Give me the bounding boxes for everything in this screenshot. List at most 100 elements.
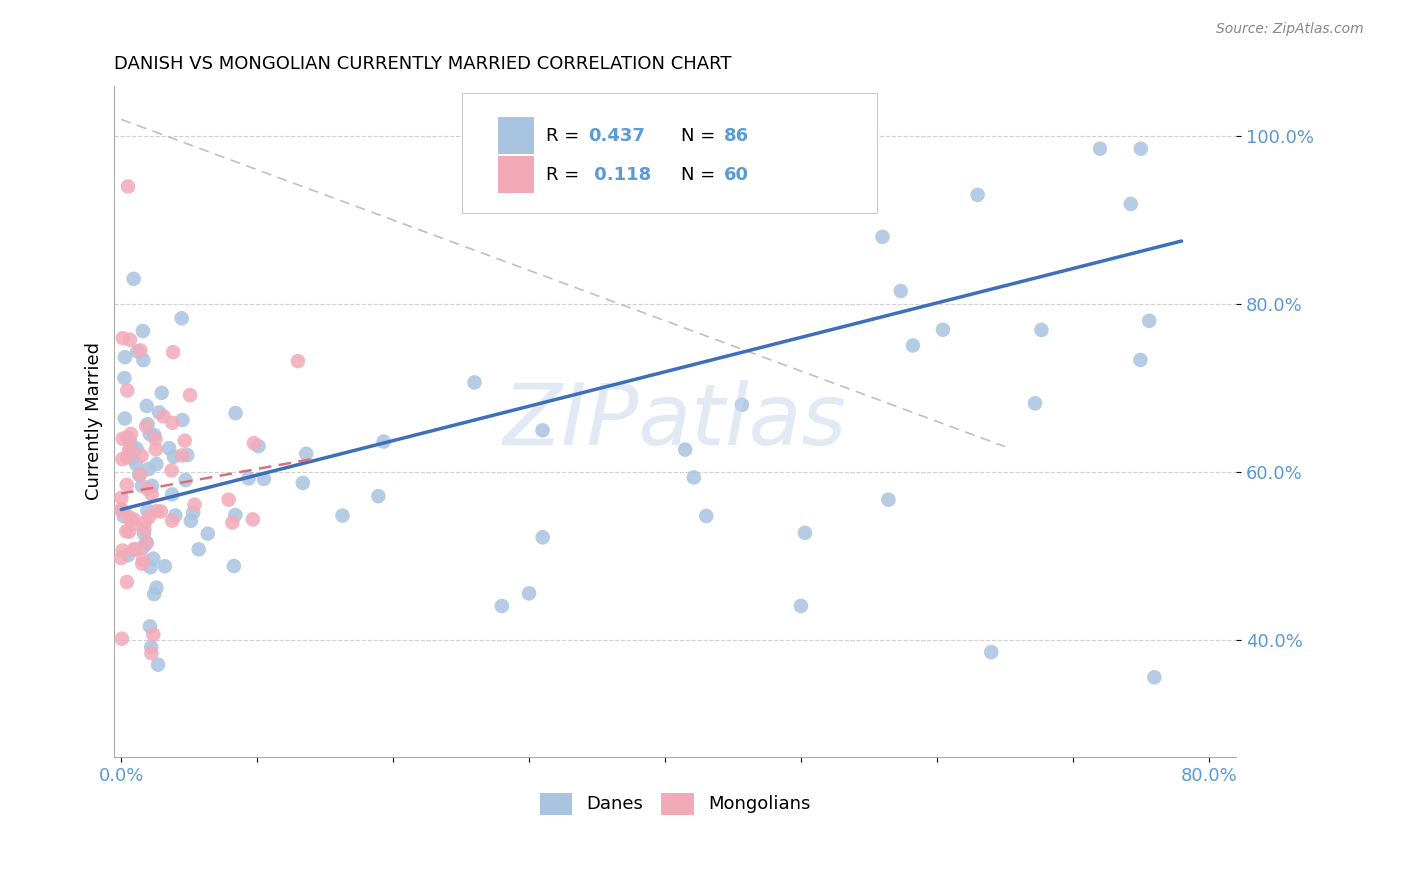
Point <box>180 514 202 528</box>
Point <box>170 311 193 326</box>
Point <box>135 399 157 413</box>
Point <box>187 542 209 557</box>
Point <box>125 457 148 471</box>
Point <box>141 479 163 493</box>
Point <box>153 559 176 574</box>
Point <box>332 508 354 523</box>
Text: N =: N = <box>681 128 721 145</box>
Text: 86: 86 <box>724 128 748 145</box>
Point <box>291 475 314 490</box>
Point <box>132 324 155 338</box>
Point <box>134 522 156 536</box>
Point <box>117 509 139 524</box>
Point <box>132 552 155 566</box>
Point <box>120 426 142 441</box>
Point <box>1024 396 1046 410</box>
Point <box>143 428 166 442</box>
Point <box>181 506 204 520</box>
Point <box>138 509 160 524</box>
Point <box>531 423 554 437</box>
Point <box>125 542 148 557</box>
Point <box>115 524 138 539</box>
Point <box>183 498 205 512</box>
Point <box>127 344 149 359</box>
Point <box>139 619 162 633</box>
Point <box>120 442 142 457</box>
Point <box>491 599 513 613</box>
Text: R =: R = <box>546 128 585 145</box>
Point <box>118 333 141 347</box>
Point <box>120 436 142 450</box>
Point <box>225 406 247 420</box>
Point <box>872 229 894 244</box>
Point <box>146 657 169 672</box>
Point <box>162 416 184 430</box>
Point <box>890 284 912 298</box>
Point <box>115 574 138 589</box>
Point <box>162 345 184 359</box>
Point <box>114 371 136 385</box>
Point <box>517 586 540 600</box>
Legend: Danes, Mongolians: Danes, Mongolians <box>533 785 818 822</box>
Text: N =: N = <box>681 166 721 184</box>
Point <box>221 516 243 530</box>
Point <box>1129 142 1152 156</box>
Point <box>132 540 155 554</box>
Bar <box>498 156 534 194</box>
Point <box>122 512 145 526</box>
Point <box>143 587 166 601</box>
Text: DANISH VS MONGOLIAN CURRENTLY MARRIED CORRELATION CHART: DANISH VS MONGOLIAN CURRENTLY MARRIED CO… <box>114 55 733 73</box>
Point <box>135 535 157 549</box>
Point <box>932 323 955 337</box>
Point <box>129 343 152 358</box>
Point <box>111 331 134 345</box>
Point <box>114 411 136 425</box>
Point <box>295 447 318 461</box>
Point <box>150 385 173 400</box>
Point <box>682 470 704 484</box>
Point <box>170 449 193 463</box>
Point <box>136 482 159 496</box>
Point <box>128 467 150 482</box>
Point <box>142 627 165 641</box>
Point <box>179 388 201 402</box>
Point <box>1129 353 1152 368</box>
Text: 0.118: 0.118 <box>588 166 651 184</box>
Point <box>224 508 246 522</box>
Point <box>125 442 148 456</box>
Point <box>173 434 195 448</box>
Text: Source: ZipAtlas.com: Source: ZipAtlas.com <box>1216 22 1364 37</box>
Point <box>877 492 900 507</box>
Point <box>142 551 165 566</box>
Point <box>120 514 142 528</box>
Point <box>160 463 183 477</box>
Point <box>115 450 138 465</box>
Point <box>134 515 156 529</box>
Point <box>197 526 219 541</box>
Point <box>122 272 145 286</box>
Point <box>165 508 187 523</box>
Point <box>111 432 134 446</box>
Text: ZIPatlas: ZIPatlas <box>503 380 848 463</box>
Text: 60: 60 <box>724 166 748 184</box>
Point <box>138 462 160 476</box>
Point <box>790 599 813 613</box>
Point <box>172 413 194 427</box>
Point <box>1119 197 1142 211</box>
Point <box>111 543 134 558</box>
Point <box>531 530 554 544</box>
Point <box>218 492 240 507</box>
Point <box>160 487 183 501</box>
Y-axis label: Currently Married: Currently Married <box>86 343 103 500</box>
Point <box>139 560 162 574</box>
Point <box>145 504 167 518</box>
Point <box>117 179 139 194</box>
Point <box>253 472 276 486</box>
Point <box>111 632 134 646</box>
Point <box>117 548 139 562</box>
Point <box>131 479 153 493</box>
Point <box>176 448 198 462</box>
Point <box>117 384 139 398</box>
Point <box>136 417 159 431</box>
Point <box>145 442 167 457</box>
